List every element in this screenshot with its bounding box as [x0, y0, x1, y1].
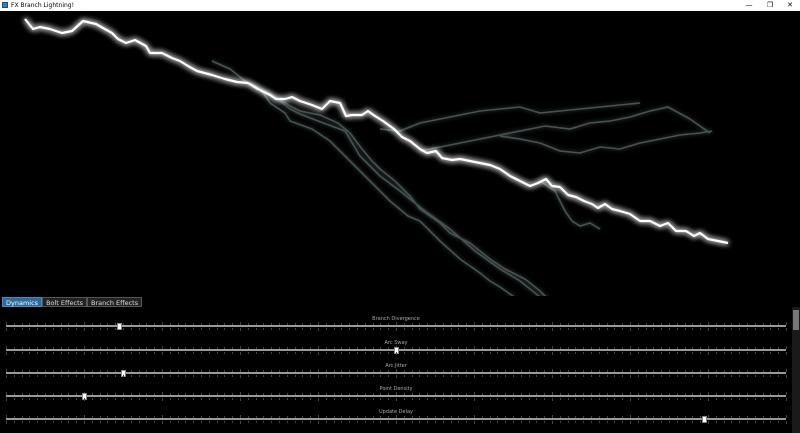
lightning-canvas	[24, 18, 729, 296]
slider-ticks	[6, 352, 787, 355]
branch-bolt	[269, 92, 541, 296]
slider-ticks	[6, 415, 787, 418]
window-title: FX Branch Lightning!	[11, 2, 74, 9]
slider-thumb[interactable]	[82, 393, 87, 400]
slider-label: Arc Sway	[384, 340, 408, 346]
slider-track[interactable]	[6, 395, 786, 397]
slider-track[interactable]	[6, 325, 786, 327]
branch-bolt	[539, 180, 601, 230]
slider-thumb[interactable]	[117, 323, 123, 330]
slider-ticks	[6, 369, 787, 372]
slider-thumb[interactable]	[702, 416, 708, 423]
slider-label: Arc Jitter	[385, 363, 407, 369]
branch-bolt	[419, 106, 711, 152]
slider-track[interactable]	[6, 418, 786, 420]
slider-label: Point Density	[379, 386, 413, 392]
slider-ticks	[6, 322, 787, 325]
maximize-button[interactable]: ❐	[766, 1, 774, 9]
branch-bolt	[499, 130, 713, 154]
slider-label: Update Delay	[378, 409, 414, 415]
slider-thumb[interactable]	[121, 370, 126, 377]
slider-label: Branch Divergence	[372, 316, 420, 322]
slider-ticks	[6, 392, 787, 395]
slider-thumb[interactable]	[394, 347, 399, 354]
tab-bolt-effects[interactable]: Bolt Effects	[42, 297, 88, 307]
minimize-button[interactable]: —	[745, 1, 753, 9]
branch-bolt	[249, 82, 547, 296]
branch-bolt	[211, 60, 515, 296]
close-button[interactable]: ✕	[787, 1, 793, 9]
tab-branch-effects[interactable]: Branch Effects	[87, 297, 143, 307]
slider-ticks	[6, 375, 787, 378]
slider-track[interactable]	[6, 372, 786, 374]
slider-ticks	[6, 398, 787, 401]
slider-ticks	[6, 328, 787, 331]
tab-dynamics[interactable]: Dynamics	[2, 297, 43, 307]
slider-ticks	[6, 346, 787, 349]
slider-ticks	[6, 421, 787, 424]
app-icon	[2, 2, 8, 8]
branch-bolt	[379, 102, 641, 132]
title-bar: FX Branch Lightning! — ❐ ✕	[0, 0, 800, 11]
main-bolt	[24, 18, 729, 245]
tab-bar: Dynamics Bolt Effects Branch Effects	[2, 297, 143, 307]
slider-track[interactable]	[6, 349, 786, 351]
scrollbar-thumb[interactable]	[793, 310, 799, 330]
vertical-scrollbar[interactable]	[792, 307, 800, 433]
branch-bolts	[211, 60, 713, 296]
